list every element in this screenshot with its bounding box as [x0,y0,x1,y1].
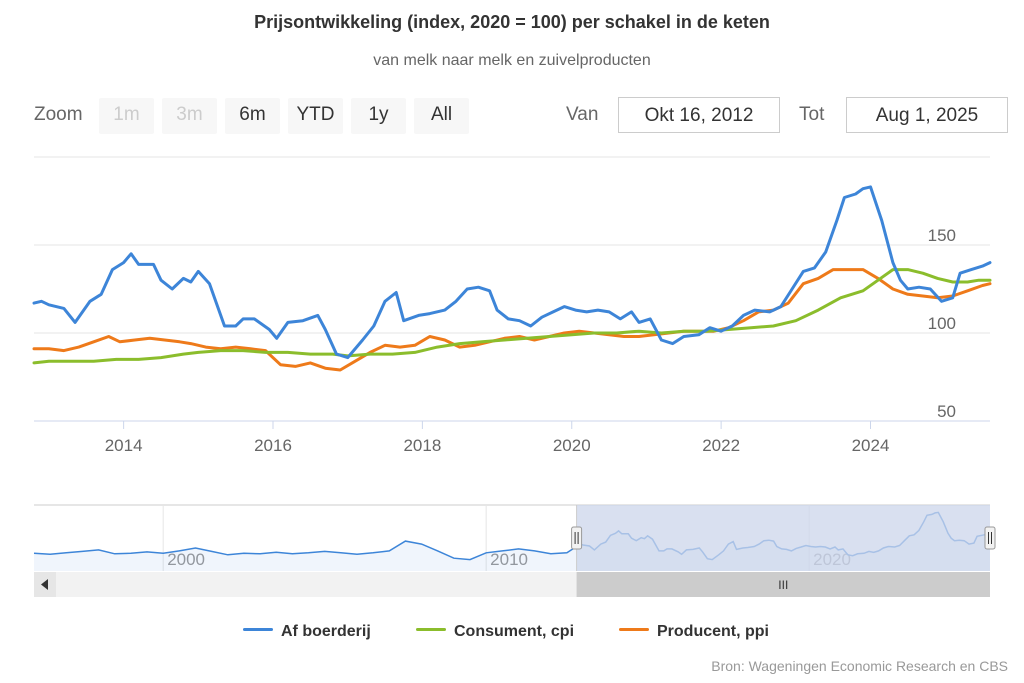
zoom-1y-button[interactable]: 1y [351,98,406,134]
x-tick-label: 2018 [403,436,441,455]
chart-title: Prijsontwikkeling (index, 2020 = 100) pe… [254,12,770,32]
legend-swatch-icon [416,628,446,632]
legend-label: Producent, ppi [657,623,769,640]
legend-swatch-icon [243,628,273,632]
x-tick-label: 2014 [105,436,143,455]
series-line-consument[interactable] [32,268,992,365]
navigator-handle-left[interactable] [571,526,583,550]
x-tick-label: 2024 [852,436,890,455]
zoom-ytd-button[interactable]: YTD [288,98,343,134]
zoom-1m-button[interactable]: 1m [99,98,154,134]
legend-label: Consument, cpi [454,623,575,640]
zoom-6m-button[interactable]: 6m [225,98,280,134]
to-date-input[interactable]: Aug 1, 2025 [846,97,1008,133]
zoom-3m-button[interactable]: 3m [162,98,217,134]
to-label: Tot [799,104,825,125]
navigator-selection-mask[interactable] [576,505,990,571]
scrollbar-thumb[interactable] [576,572,990,597]
legend-item-af-boerderij[interactable]: Af boerderij [243,623,371,641]
legend-item-producent[interactable]: Producent, ppi [619,623,769,641]
navigator-tick-label: 2010 [490,550,528,569]
scrollbar-grip-icon: III [778,578,788,592]
navigator-handle-right[interactable] [984,526,996,550]
from-label: Van [566,104,599,125]
zoom-all-button[interactable]: All [414,98,469,134]
x-tick-label: 2020 [553,436,591,455]
navigator-tick-label: 2000 [167,550,205,569]
from-date-input[interactable]: Okt 16, 2012 [618,97,780,133]
x-tick-label: 2022 [702,436,740,455]
x-tick-label: 2016 [254,436,292,455]
zoom-label: Zoom [34,104,83,125]
legend-label: Af boerderij [281,623,371,640]
y-tick-label: 100 [928,314,956,333]
y-tick-label: 50 [937,402,956,421]
series-line-producent[interactable] [32,268,992,372]
chart-subtitle: van melk naar melk en zuivelproducten [373,52,651,69]
credits: Bron: Wageningen Economic Research en CB… [711,658,1008,674]
legend-swatch-icon [619,628,649,632]
scroll-left-arrow-icon [41,579,48,590]
legend: Af boerderij Consument, cpi Producent, p… [0,623,1024,645]
y-tick-label: 150 [928,226,956,245]
series-line-af-boerderij[interactable] [32,185,992,360]
legend-item-consument[interactable]: Consument, cpi [416,623,574,641]
